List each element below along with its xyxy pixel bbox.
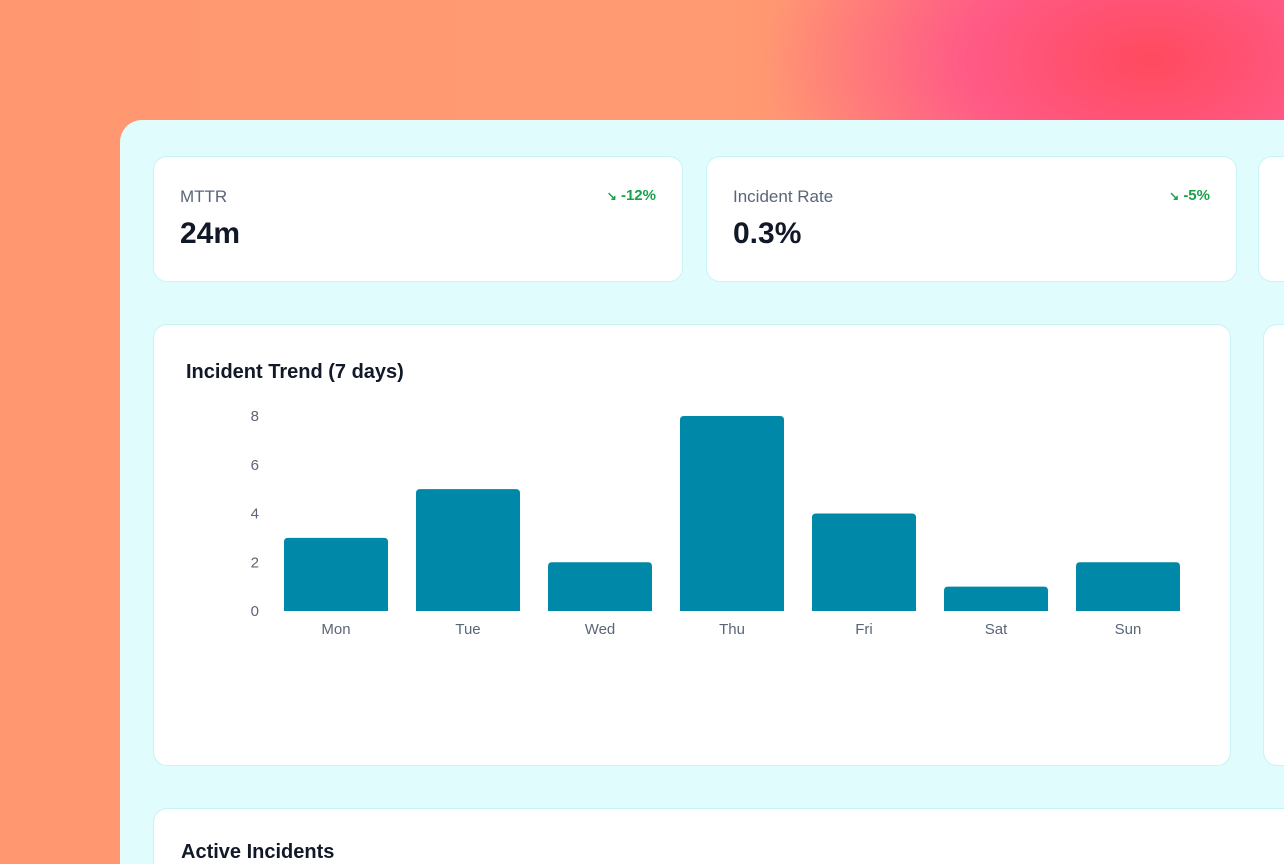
kpi-delta: ↘ -12% — [607, 187, 656, 204]
y-tick-label: 8 — [251, 408, 259, 425]
kpi-delta: ↘ -5% — [1169, 187, 1210, 204]
x-tick-label: Thu — [719, 621, 745, 638]
trending-down-icon: ↘ — [1169, 189, 1180, 203]
x-tick-label: Mon — [321, 621, 350, 638]
incident-trend-card: Incident Trend (7 days) 0 2 4 6 8 Mon Tue Wed Th… — [153, 324, 1231, 766]
bar-sat — [944, 586, 1048, 611]
trending-down-icon: ↘ — [606, 189, 617, 203]
x-tick-label: Wed — [585, 621, 616, 638]
bar-thu — [680, 416, 784, 611]
kpi-value: 24m — [180, 217, 241, 250]
y-tick-label: 6 — [251, 457, 259, 474]
dashboard-panel: MTTR 24m ↘ -12% Incident Rate 0.3% ↘ -5%… — [120, 120, 1284, 864]
x-tick-label: Tue — [455, 621, 480, 638]
kpi-value: 0.3% — [733, 217, 802, 250]
incident-trend-chart: 0 2 4 6 8 Mon Tue Wed Thu Fri Sat Sun — [251, 408, 1180, 638]
kpi-delta-value: -12% — [620, 187, 656, 204]
bar-mon — [284, 537, 388, 611]
active-incidents-card: Active Incidents — [153, 808, 1284, 864]
y-tick-label: 4 — [251, 506, 259, 523]
kpi-label: Incident Rate — [733, 187, 834, 206]
bar-wed — [548, 562, 652, 611]
bar-sun — [1076, 562, 1180, 611]
kpi-delta-value: -5% — [1183, 187, 1210, 204]
x-tick-label: Sat — [985, 621, 1008, 638]
bar-tue — [416, 489, 520, 611]
y-tick-label: 2 — [251, 554, 259, 571]
kpi-card-incident-rate: Incident Rate 0.3% ↘ -5% — [706, 156, 1237, 282]
x-tick-label: Fri — [855, 621, 873, 638]
section-title: Active Incidents — [181, 841, 335, 863]
kpi-card-mttr: MTTR 24m ↘ -12% — [153, 156, 683, 282]
y-tick-label: 0 — [251, 603, 259, 620]
chart-title: Incident Trend (7 days) — [186, 361, 404, 383]
side-card-partial — [1263, 324, 1284, 766]
x-tick-label: Sun — [1115, 621, 1142, 638]
bar-fri — [812, 513, 916, 611]
kpi-card-partial — [1258, 156, 1284, 282]
kpi-label: MTTR — [180, 187, 228, 206]
